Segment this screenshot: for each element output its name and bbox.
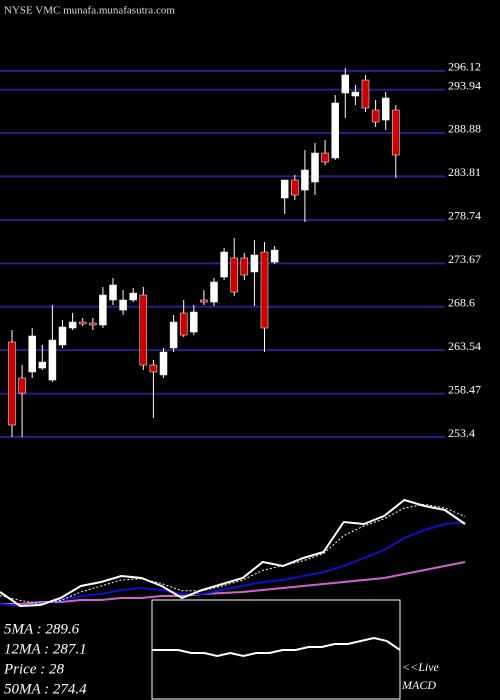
candle-body — [351, 91, 360, 97]
candle-body — [270, 249, 279, 263]
candle-body — [109, 284, 117, 301]
candle-body — [200, 299, 208, 303]
candle-body — [129, 292, 137, 301]
y-tick-label: 258.47 — [448, 382, 481, 396]
candle-body — [280, 179, 289, 199]
candle-body — [38, 361, 47, 369]
candle-body — [48, 339, 57, 381]
candle-body — [250, 254, 259, 273]
candle-body — [361, 79, 370, 109]
candle-body — [179, 312, 188, 336]
candle-body — [99, 294, 107, 326]
candle-body — [18, 377, 26, 394]
candle-body — [392, 109, 400, 156]
y-tick-label: 283.81 — [448, 165, 481, 179]
series-line — [0, 521, 466, 608]
candle-body — [240, 257, 249, 276]
candle-body — [28, 335, 36, 373]
candle-body — [89, 322, 97, 326]
candle-body — [169, 321, 178, 349]
series-line — [0, 498, 466, 608]
candle-body — [230, 257, 238, 293]
series-line — [152, 636, 401, 658]
y-tick-label: 263.54 — [448, 339, 481, 353]
candle-body — [220, 251, 228, 278]
y-tick-label: 293.94 — [448, 78, 481, 92]
series-line — [0, 561, 466, 605]
indicator-label: 50MA : 274.4 — [4, 681, 87, 697]
macd-label: <<Live — [402, 660, 440, 674]
candle-body — [331, 102, 339, 159]
candle-body — [78, 321, 87, 325]
y-tick-label: 273.67 — [448, 252, 481, 266]
y-tick-label: 268.6 — [448, 296, 475, 310]
chart-title: NYSE VMC munafa.munafasutra.com — [4, 5, 175, 17]
candle-body — [8, 341, 16, 426]
series-line — [0, 503, 466, 605]
candle-body — [149, 364, 158, 373]
y-tick-label: 296.12 — [448, 60, 481, 74]
y-tick-label: 253.4 — [448, 426, 475, 440]
candle-body — [260, 251, 269, 329]
candle-body — [119, 299, 127, 311]
candle-body — [291, 179, 299, 196]
y-tick-label: 288.88 — [448, 122, 481, 136]
candle-body — [190, 311, 198, 333]
candle-body — [159, 351, 168, 376]
candle-body — [311, 152, 319, 183]
candle-body — [139, 294, 148, 366]
macd-label: MACD — [401, 678, 436, 692]
indicator-label: 12MA : 287.1 — [4, 641, 87, 657]
indicator-label: Price : 28 — [3, 661, 64, 677]
candle-body — [58, 326, 67, 346]
candle-body — [301, 169, 309, 191]
candle-body — [321, 152, 329, 163]
y-tick-label: 278.74 — [448, 209, 481, 223]
candle-body — [210, 281, 218, 303]
candle-body — [371, 109, 380, 123]
candle-body — [381, 97, 390, 121]
candle-body — [341, 74, 350, 94]
candle-body — [68, 321, 77, 329]
indicator-label: 5MA : 289.6 — [4, 621, 80, 637]
